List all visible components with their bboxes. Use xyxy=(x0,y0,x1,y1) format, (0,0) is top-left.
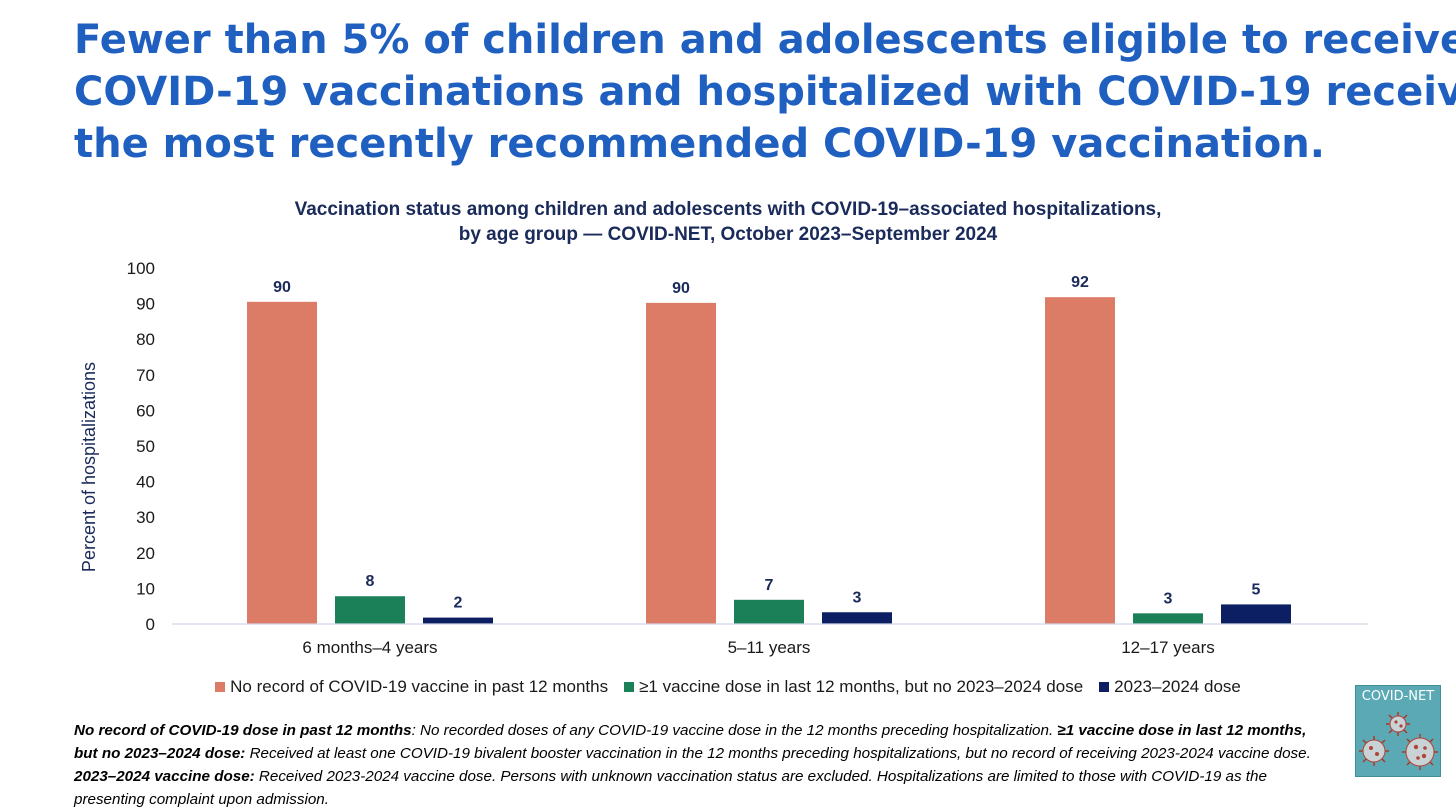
footnote-term-1: No record of COVID-19 dose in past 12 mo… xyxy=(74,722,412,739)
footnote-term-3: 2023–2024 vaccine dose: xyxy=(74,768,255,785)
y-tick-label: 90 xyxy=(136,295,155,314)
bar xyxy=(1045,297,1115,624)
data-label: 3 xyxy=(853,589,862,606)
legend: No record of COVID-19 vaccine in past 12… xyxy=(0,677,1456,697)
footnote-term-2: ≥1 vaccine dose in last 12 months, but n… xyxy=(74,722,1307,762)
headline-line-2: COVID-19 vaccinations and hospitalized w… xyxy=(74,69,1456,115)
data-label: 2 xyxy=(454,595,463,612)
y-tick-label: 70 xyxy=(136,366,155,385)
data-label: 5 xyxy=(1252,581,1261,598)
y-tick-label: 60 xyxy=(136,401,155,420)
footnote: No record of COVID-19 dose in past 12 mo… xyxy=(74,719,1324,811)
legend-swatch-no-record xyxy=(215,682,226,692)
chart-title-line-1: Vaccination status among children and ad… xyxy=(294,199,1162,220)
legend-item-no-record: No record of COVID-19 vaccine in past 12… xyxy=(215,677,608,697)
data-label: 7 xyxy=(765,577,774,594)
y-axis-label: Percent of hospitalizations xyxy=(79,362,99,572)
chart-title: Vaccination status among children and ad… xyxy=(0,197,1456,247)
data-label: 90 xyxy=(672,280,690,297)
virus-icon xyxy=(1359,712,1438,770)
covid-net-logo: COVID-NET xyxy=(1355,685,1441,777)
bar xyxy=(734,599,804,624)
y-tick-label: 100 xyxy=(127,259,155,278)
y-tick-label: 20 xyxy=(136,544,155,563)
data-label: 92 xyxy=(1071,274,1089,291)
bar xyxy=(646,302,716,624)
footnote-def-1: : No recorded doses of any COVID-19 vacc… xyxy=(411,722,1058,739)
legend-label-no-record: No record of COVID-19 vaccine in past 12… xyxy=(230,677,609,696)
y-tick-label: 30 xyxy=(136,508,155,527)
bar-chart: Percent of hospitalizations 0 10 20 30 40 50 6… xyxy=(79,259,1368,657)
legend-swatch-current-dose xyxy=(1099,682,1110,692)
data-label: 8 xyxy=(366,573,375,590)
headline-line-1: Fewer than 5% of children and adolescent… xyxy=(74,17,1456,63)
y-tick-label: 50 xyxy=(136,437,155,456)
chart-title-line-2: by age group — COVID-NET, October 2023–S… xyxy=(458,224,998,245)
bar xyxy=(822,612,892,624)
data-label: 3 xyxy=(1164,590,1173,607)
y-tick-label: 10 xyxy=(136,579,155,598)
y-tick-label: 0 xyxy=(146,615,155,634)
legend-swatch-prior-dose xyxy=(624,682,635,692)
legend-item-current-dose: 2023–2024 dose xyxy=(1099,677,1241,697)
headline: Fewer than 5% of children and adolescent… xyxy=(74,14,1456,170)
bar xyxy=(247,301,317,624)
x-tick-label: 12–17 years xyxy=(1121,638,1215,657)
bar xyxy=(423,617,493,624)
legend-label-prior-dose: ≥1 vaccine dose in last 12 months, but n… xyxy=(639,677,1084,696)
y-tick-label: 40 xyxy=(136,473,155,492)
headline-line-3: the most recently recommended COVID-19 v… xyxy=(74,121,1325,167)
x-tick-label: 6 months–4 years xyxy=(302,638,437,657)
legend-item-prior-dose: ≥1 vaccine dose in last 12 months, but n… xyxy=(624,677,1083,697)
legend-label-current-dose: 2023–2024 dose xyxy=(1114,677,1241,696)
bar xyxy=(1133,613,1203,624)
x-tick-label: 5–11 years xyxy=(728,638,811,657)
logo-label: COVID-NET xyxy=(1361,689,1435,704)
y-tick-label: 80 xyxy=(136,330,155,349)
footnote-def-2: Received at least one COVID-19 bivalent … xyxy=(245,745,1311,762)
bar xyxy=(1221,604,1291,624)
data-label: 90 xyxy=(273,279,291,296)
bar xyxy=(335,596,405,624)
